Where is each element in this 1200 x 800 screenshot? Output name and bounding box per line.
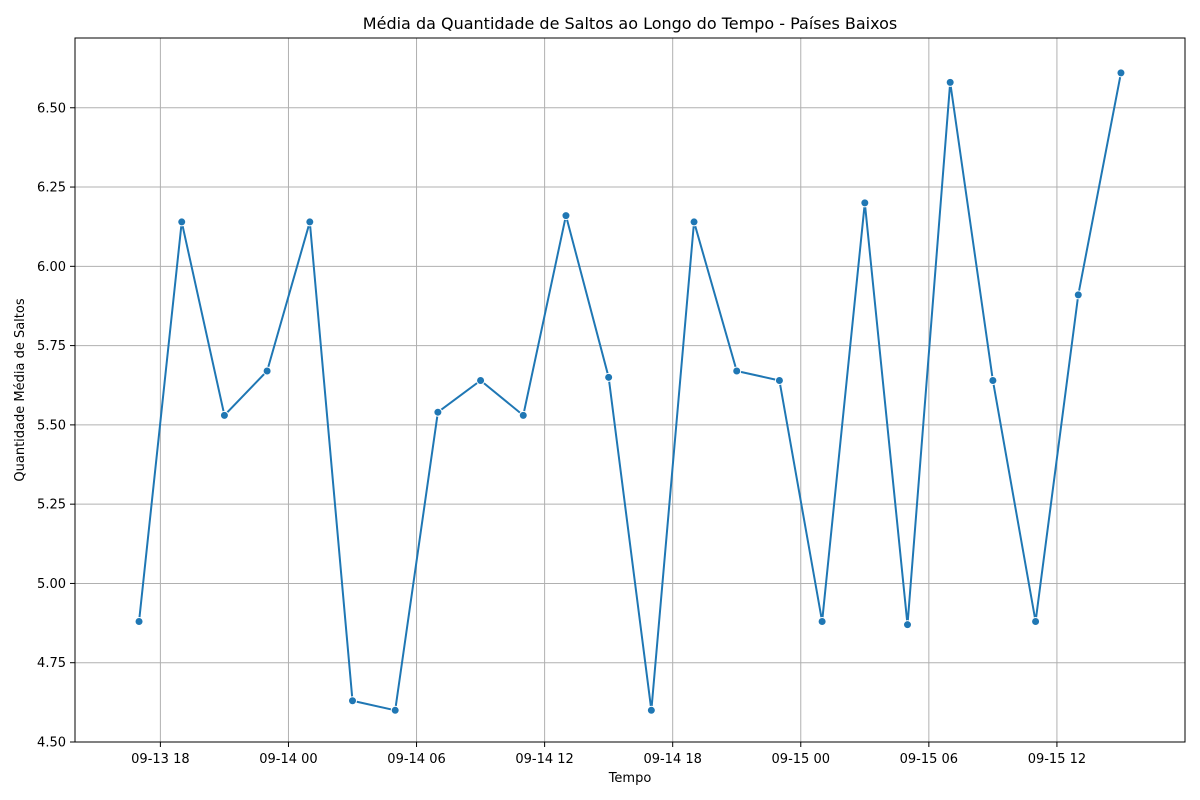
chart-title: Média da Quantidade de Saltos ao Longo d…: [363, 14, 897, 33]
plot-frame: [74, 37, 1186, 743]
grid-layer: [75, 38, 1185, 743]
data-point: [433, 407, 443, 417]
y-tick-label: 5.75: [37, 339, 66, 354]
x-tick-label: 09-15 00: [772, 752, 830, 767]
x-tick-label: 09-15 06: [900, 752, 958, 767]
data-point: [348, 696, 357, 706]
data-point: [646, 705, 656, 715]
data-point: [1031, 617, 1041, 626]
data-point: [134, 617, 144, 626]
data-point: [219, 410, 229, 420]
x-tick-label: 09-14 18: [643, 752, 701, 767]
data-point: [817, 617, 827, 626]
y-tick-label: 6.25: [37, 181, 66, 196]
y-tick-label: 4.50: [37, 736, 66, 751]
x-axis-label: Tempo: [608, 771, 652, 786]
data-point: [945, 77, 955, 87]
data-point: [561, 211, 571, 221]
y-tick-label: 6.50: [37, 101, 66, 116]
tick-layer: 09-13 18 09-14 00 09-14 06 09-14 12 09-14 18…: [37, 101, 1086, 767]
data-point: [689, 217, 699, 227]
y-tick-label: 5.00: [37, 577, 66, 592]
series-line: [138, 72, 1122, 712]
x-tick-label: 09-13 18: [131, 752, 189, 767]
data-point: [860, 198, 870, 208]
y-tick-label: 6.00: [37, 260, 66, 275]
series-layer: [134, 68, 1126, 715]
y-tick-label: 4.75: [37, 656, 66, 671]
x-tick-label: 09-15 12: [1028, 752, 1086, 767]
data-point: [988, 375, 998, 385]
data-point: [177, 217, 187, 227]
x-tick-label: 09-14 06: [387, 752, 445, 767]
y-tick-label: 5.50: [37, 418, 66, 433]
y-tick-label: 5.25: [37, 498, 66, 513]
data-point: [604, 372, 614, 382]
data-point: [774, 375, 784, 385]
x-tick-label: 09-14 00: [259, 752, 317, 767]
x-tick-label: 09-14 12: [515, 752, 573, 767]
data-point: [1116, 68, 1126, 78]
data-point: [903, 620, 912, 630]
data-point: [518, 410, 528, 420]
data-point: [476, 375, 486, 385]
data-point: [390, 705, 400, 715]
data-point: [1073, 290, 1083, 300]
y-axis-label: Quantidade Média de Saltos: [13, 298, 28, 481]
data-point: [262, 366, 272, 376]
data-point: [305, 217, 315, 227]
data-point: [732, 366, 742, 376]
